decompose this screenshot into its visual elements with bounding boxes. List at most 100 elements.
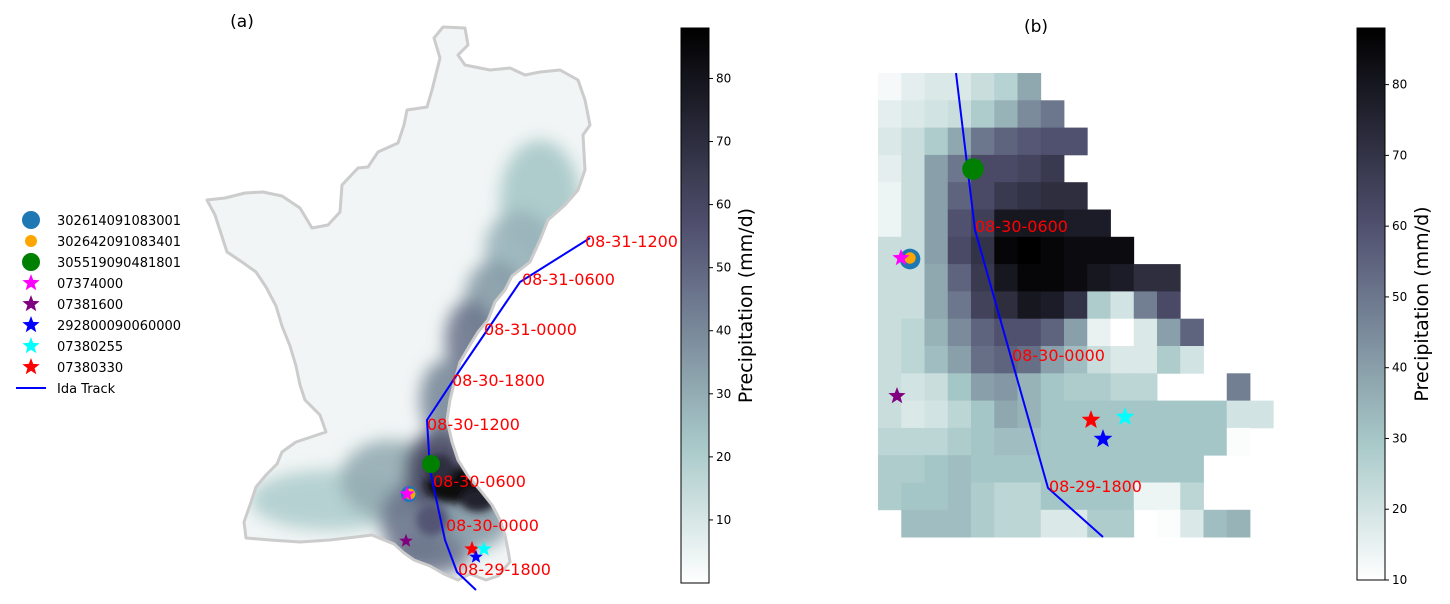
grid-cell xyxy=(994,154,1018,183)
colorbar-tick-label: 30 xyxy=(1392,431,1407,445)
grid-cell xyxy=(947,427,972,456)
grid-cell xyxy=(994,291,1018,320)
grid-cell xyxy=(878,318,902,347)
station-marker-305519090481801 xyxy=(422,455,440,473)
colorbar-tick-label: 70 xyxy=(1392,148,1407,162)
legend-label: 07380330 xyxy=(57,361,123,376)
grid-cell xyxy=(901,455,925,483)
grid-cell xyxy=(924,318,949,347)
station-marker-292800090060000 xyxy=(469,549,483,563)
colorbar-tick-label: 20 xyxy=(716,450,731,464)
grid-cell xyxy=(924,400,949,429)
grid-cell xyxy=(994,318,1018,347)
grid-cell xyxy=(1133,373,1158,401)
track-time-label: 08-29-1800 xyxy=(458,560,551,579)
grid-cell xyxy=(1064,264,1088,292)
colorbar-tick-label: 10 xyxy=(1392,573,1407,587)
colorbar-tick-label: 50 xyxy=(1392,290,1407,304)
grid-cell xyxy=(924,236,949,265)
grid-cell xyxy=(924,182,949,210)
grid-cell xyxy=(947,318,972,347)
grid-cell xyxy=(924,209,949,238)
grid-cell xyxy=(901,318,925,347)
colorbar-tick-label: 10 xyxy=(716,513,731,527)
track-time-label: 08-30-0000 xyxy=(1012,346,1105,365)
legend-marker-circle-icon xyxy=(22,211,40,229)
grid-cell xyxy=(1017,346,1042,374)
grid-cell xyxy=(901,400,925,429)
grid-cell xyxy=(994,400,1018,429)
grid-cell xyxy=(1017,154,1042,183)
grid-cell xyxy=(1133,400,1158,429)
grid-cell xyxy=(971,182,995,210)
track-time-label: 08-30-0600 xyxy=(433,472,526,491)
grid-cell xyxy=(1157,400,1181,429)
grid-cell xyxy=(994,482,1018,511)
station-marker-305519090481801 xyxy=(962,158,984,180)
basin-background xyxy=(207,27,590,580)
grid-cell xyxy=(947,400,972,429)
track-time-label: 08-30-0000 xyxy=(446,516,539,535)
grid-cell xyxy=(1040,373,1065,401)
colorbar-tick-label: 40 xyxy=(716,324,731,338)
colorbar-tick-label: 60 xyxy=(716,198,731,212)
grid-cell xyxy=(924,100,949,128)
grid-cell xyxy=(971,209,995,238)
grid-cell xyxy=(1157,509,1181,538)
grid-cell xyxy=(1040,427,1065,456)
grid-cell xyxy=(1064,236,1088,265)
grid-cell xyxy=(1017,427,1042,456)
colorbar-b: 10 20 30 40 50 60 70 80 Precipitation (mm/d) xyxy=(1356,27,1433,587)
grid-cell xyxy=(1064,400,1088,429)
grid-cell xyxy=(901,264,925,292)
legend-label: 302642091083401 xyxy=(57,235,181,250)
grid-cell xyxy=(878,482,902,511)
grid-cell xyxy=(1250,400,1274,429)
grid-cell xyxy=(947,509,972,538)
colorbar-tick-label: 80 xyxy=(716,71,731,85)
grid-cell xyxy=(971,509,995,538)
grid-cell xyxy=(971,73,995,101)
grid-cell xyxy=(1087,318,1111,347)
grid-cell xyxy=(901,154,925,183)
basin-outline xyxy=(205,25,592,582)
station-marker-07374000 xyxy=(399,485,415,501)
legend-marker-star-icon xyxy=(22,295,40,312)
grid-cell xyxy=(1040,100,1065,128)
grid-cell xyxy=(878,427,902,456)
grid-cell xyxy=(1017,73,1042,101)
grid-cell xyxy=(947,346,972,374)
grid-cell xyxy=(1133,455,1158,483)
grid-cell xyxy=(1064,346,1088,374)
panel-b-precip-grid xyxy=(878,73,1274,538)
grid-cell xyxy=(924,455,949,483)
grid-cell xyxy=(1203,509,1228,538)
grid-cell xyxy=(947,264,972,292)
grid-cell xyxy=(901,373,925,401)
grid-cell xyxy=(1040,318,1065,347)
grid-cell xyxy=(947,482,972,511)
grid-cell xyxy=(1226,400,1251,429)
track-time-label: 08-31-0600 xyxy=(522,270,615,289)
grid-cell xyxy=(971,346,995,374)
colorbar-tick-label: 30 xyxy=(716,387,731,401)
grid-cell xyxy=(878,209,902,238)
station-marker-292800090060000 xyxy=(1093,429,1113,447)
grid-cell xyxy=(878,264,902,292)
grid-cell xyxy=(1157,427,1181,456)
track-time-label: 08-29-1800 xyxy=(1049,477,1142,496)
grid-cell xyxy=(1110,291,1135,320)
grid-cell xyxy=(878,127,902,156)
grid-cell xyxy=(1110,455,1135,483)
grid-cell xyxy=(971,291,995,320)
grid-cell xyxy=(1180,482,1204,511)
grid-cell xyxy=(1087,482,1111,511)
grid-cell xyxy=(947,236,972,265)
grid-cell xyxy=(1157,482,1181,511)
grid-cell xyxy=(1157,455,1181,483)
grid-cell xyxy=(947,182,972,210)
panel-a-title: (a) xyxy=(230,12,254,32)
grid-cell xyxy=(1180,318,1204,347)
grid-cell xyxy=(1040,291,1065,320)
